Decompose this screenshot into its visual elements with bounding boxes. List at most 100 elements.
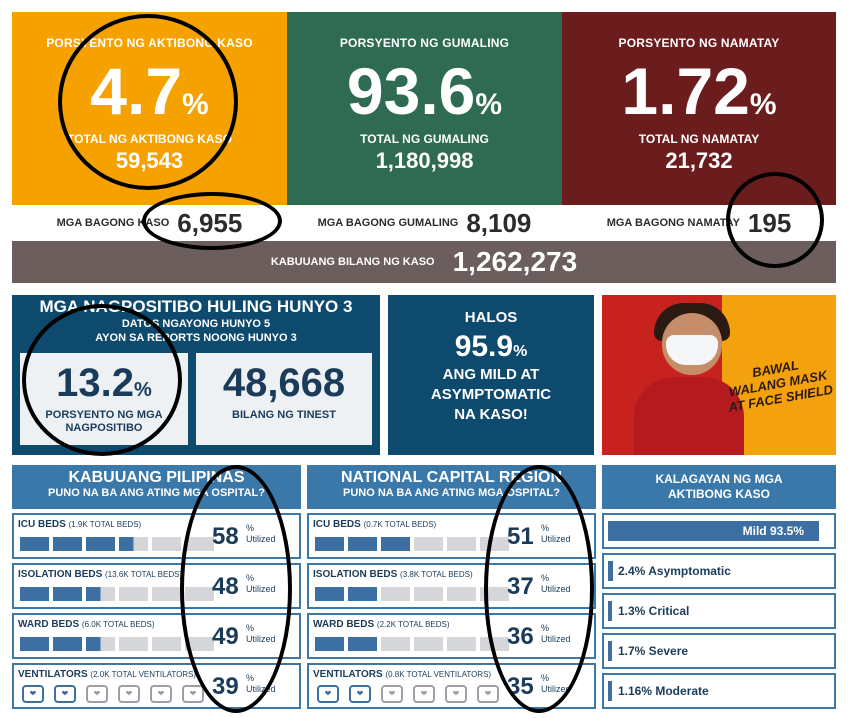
utilization-segment bbox=[447, 637, 476, 651]
utilization-segment bbox=[414, 537, 443, 551]
hospital-header: KABUUANG PILIPINAS PUNO NA BA ANG ATING … bbox=[12, 465, 301, 509]
recovered-total-label: TOTAL NG GUMALING bbox=[360, 132, 489, 146]
ward-beds-row: WARD BEDS (2.2K TOTAL BEDS) 36 % Utilized bbox=[307, 613, 596, 659]
halos-line4: NA KASO! bbox=[454, 406, 528, 423]
ventilator-icon: ❤ bbox=[413, 685, 435, 703]
utilization-segment bbox=[348, 587, 377, 601]
ventilator-icon: ❤ bbox=[349, 685, 371, 703]
utilization-segment bbox=[315, 587, 344, 601]
positivity-sub1: DATOS NGAYONG HUNYO 5 bbox=[121, 318, 271, 330]
recovered-percent-value: 93.6% bbox=[346, 54, 503, 128]
status-bar bbox=[608, 641, 612, 661]
ventilator-icons: ❤ ❤ ❤ ❤ ❤ ❤ bbox=[317, 685, 499, 703]
row-label: ISOLATION BEDS (3.8K TOTAL BEDS) bbox=[313, 569, 473, 580]
utilization-segment bbox=[20, 637, 49, 651]
deaths-total-label: TOTAL NG NAMATAY bbox=[638, 132, 760, 146]
utilization-bars bbox=[20, 587, 214, 601]
utilization-unit: % Utilized bbox=[246, 623, 276, 644]
ventilator-icon: ❤ bbox=[54, 685, 76, 703]
isolation-beds-row: ISOLATION BEDS (3.8K TOTAL BEDS) 37 % Uti… bbox=[307, 563, 596, 609]
isolation-beds-row: ISOLATION BEDS (13.6K TOTAL BEDS) 48 % Ut… bbox=[12, 563, 301, 609]
new-deaths-value: 195 bbox=[747, 207, 792, 238]
utilization-bars bbox=[315, 637, 509, 651]
utilization-value: 36 bbox=[507, 623, 534, 650]
halos-line3: ASYMPTOMATIC bbox=[430, 386, 552, 403]
ventilators-row: VENTILATORS (0.8K TOTAL VENTILATORS) ❤ ❤ ❤… bbox=[307, 663, 596, 709]
deaths-panel: PORSYENTO NG NAMATAY 1.72% TOTAL NG NAMA… bbox=[562, 12, 836, 205]
utilization-segment bbox=[348, 537, 377, 551]
utilization-value: 35 bbox=[507, 673, 534, 700]
hospital-panel-ncr: NATIONAL CAPITAL REGION PUNO NA BA ANG A… bbox=[307, 465, 596, 711]
utilization-segment bbox=[315, 537, 344, 551]
status-title-line1: KALAGAYAN NG MGA bbox=[655, 472, 783, 486]
utilization-segment bbox=[185, 537, 214, 551]
status-asymptomatic: 2.4% Asymptomatic bbox=[602, 553, 836, 589]
utilization-segment bbox=[152, 587, 181, 601]
ad-text: BAWAL WALANG MASK AT FACE SHIELD bbox=[717, 351, 836, 415]
positivity-title: MGA NAGPOSITIBO HULING HUNYO 3 bbox=[39, 297, 353, 316]
new-cases-label: MGA BAGONG KASO bbox=[56, 217, 170, 229]
utilization-segment bbox=[447, 587, 476, 601]
ventilator-icons: ❤ ❤ ❤ ❤ ❤ ❤ bbox=[22, 685, 204, 703]
row-label: WARD BEDS (6.0K TOTAL BEDS) bbox=[18, 619, 155, 630]
hospital-header: NATIONAL CAPITAL REGION PUNO NA BA ANG A… bbox=[307, 465, 596, 509]
utilization-segment bbox=[53, 587, 82, 601]
ventilator-icon: ❤ bbox=[317, 685, 339, 703]
status-label: 1.7% Severe bbox=[618, 644, 689, 658]
halos-value: 95.9% bbox=[454, 330, 528, 363]
ventilator-icon: ❤ bbox=[182, 685, 204, 703]
tested-label: BILANG NG TINEST bbox=[232, 409, 336, 421]
ventilator-icon: ❤ bbox=[381, 685, 403, 703]
utilization-bars bbox=[20, 637, 214, 651]
utilization-segment bbox=[20, 587, 49, 601]
utilization-value: 51 bbox=[507, 523, 534, 550]
ventilator-icon: ❤ bbox=[477, 685, 499, 703]
new-recovered-label: MGA BAGONG GUMALING bbox=[317, 217, 459, 229]
utilization-segment bbox=[20, 537, 49, 551]
ad-person-body bbox=[634, 377, 744, 455]
status-moderate: 1.16% Moderate bbox=[602, 673, 836, 709]
utilization-segment bbox=[447, 537, 476, 551]
utilization-value: 37 bbox=[507, 573, 534, 600]
utilization-segment bbox=[152, 637, 181, 651]
utilization-value: 39 bbox=[212, 673, 239, 700]
utilization-unit: % Utilized bbox=[541, 523, 571, 544]
utilization-segment bbox=[185, 587, 214, 601]
utilization-value: 48 bbox=[212, 573, 239, 600]
positivity-rate-label: PORSYENTO NG MGA NAGPOSITIBO bbox=[45, 409, 163, 434]
total-cases-bar: KABUUANG BILANG NG KASO 1,262,273 bbox=[12, 241, 836, 283]
utilization-segment bbox=[152, 537, 181, 551]
halos-line2: ANG MILD AT bbox=[442, 366, 540, 383]
status-bar bbox=[608, 521, 819, 541]
icu-beds-row: ICU BEDS (0.7K TOTAL BEDS) 51 % Utilized bbox=[307, 513, 596, 559]
utilization-segment bbox=[86, 637, 115, 651]
utilization-segment bbox=[414, 637, 443, 651]
utilization-segment bbox=[119, 637, 148, 651]
positivity-rate-box: 13.2% PORSYENTO NG MGA NAGPOSITIBO bbox=[20, 353, 188, 445]
new-deaths: MGA BAGONG NAMATAY 195 bbox=[562, 205, 836, 241]
utilization-segment bbox=[53, 637, 82, 651]
utilization-segment bbox=[480, 637, 509, 651]
positivity-rate-value: 13.2% bbox=[56, 361, 152, 405]
positivity-sub2: AYON SA REPORTS NOONG HUNYO 3 bbox=[95, 332, 297, 344]
active-case-status-panel: KALAGAYAN NG MGA AKTIBONG KASO Mild 93.5… bbox=[602, 465, 836, 711]
deaths-percent-title: PORSYENTO NG NAMATAY bbox=[618, 36, 780, 50]
halos-label: HALOS bbox=[464, 309, 518, 326]
utilization-value: 49 bbox=[212, 623, 239, 650]
utilization-unit: % Utilized bbox=[246, 573, 276, 594]
utilization-segment bbox=[53, 537, 82, 551]
ventilator-icon: ❤ bbox=[22, 685, 44, 703]
ward-beds-row: WARD BEDS (6.0K TOTAL BEDS) 49 % Utilized bbox=[12, 613, 301, 659]
utilization-segment bbox=[348, 637, 377, 651]
deaths-percent-value: 1.72% bbox=[621, 54, 777, 128]
utilization-segment bbox=[119, 537, 148, 551]
deaths-total-value: 21,732 bbox=[665, 148, 733, 173]
utilization-segment bbox=[185, 637, 214, 651]
status-label: 1.16% Moderate bbox=[618, 684, 709, 698]
ventilator-icon: ❤ bbox=[445, 685, 467, 703]
row-label: VENTILATORS (2.0K TOTAL VENTILATORS) bbox=[18, 669, 197, 680]
active-percent-title: PORSYENTO NG AKTIBONG KASO bbox=[46, 36, 253, 50]
active-cases-panel: PORSYENTO NG AKTIBONG KASO 4.7% TOTAL NG… bbox=[12, 12, 287, 205]
utilization-segment bbox=[480, 587, 509, 601]
utilization-unit: % Utilized bbox=[541, 573, 571, 594]
